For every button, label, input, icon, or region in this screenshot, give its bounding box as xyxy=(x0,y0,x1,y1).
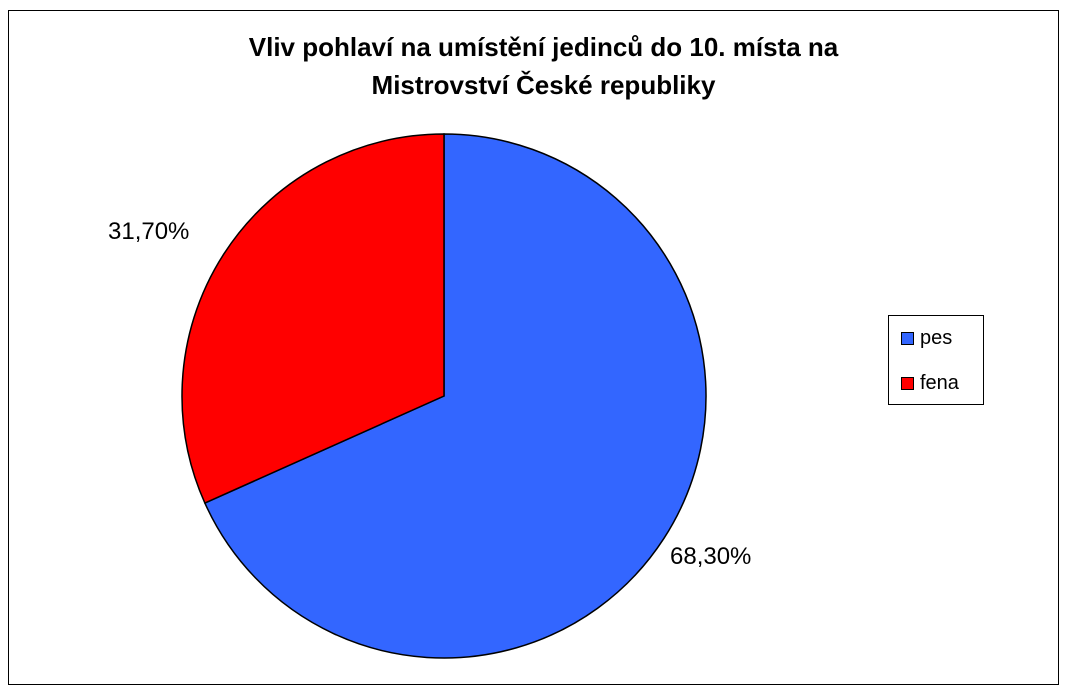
legend-item-pes: pes xyxy=(901,326,952,350)
data-label-pes: 68,30% xyxy=(670,543,752,570)
pie-slice-pes xyxy=(203,133,707,659)
legend-item-fena: fena xyxy=(901,371,959,395)
legend: pes fena xyxy=(888,315,984,405)
legend-label-pes: pes xyxy=(920,326,953,349)
pie-slice-fena xyxy=(181,133,445,505)
legend-swatch-fena xyxy=(901,376,914,390)
chart-title: Vliv pohlaví na umístění jedinců do 10. … xyxy=(248,32,839,100)
data-label-fena: 31,70% xyxy=(108,218,190,245)
legend-label-fena: fena xyxy=(920,371,959,394)
legend-swatch-pes xyxy=(901,331,914,345)
